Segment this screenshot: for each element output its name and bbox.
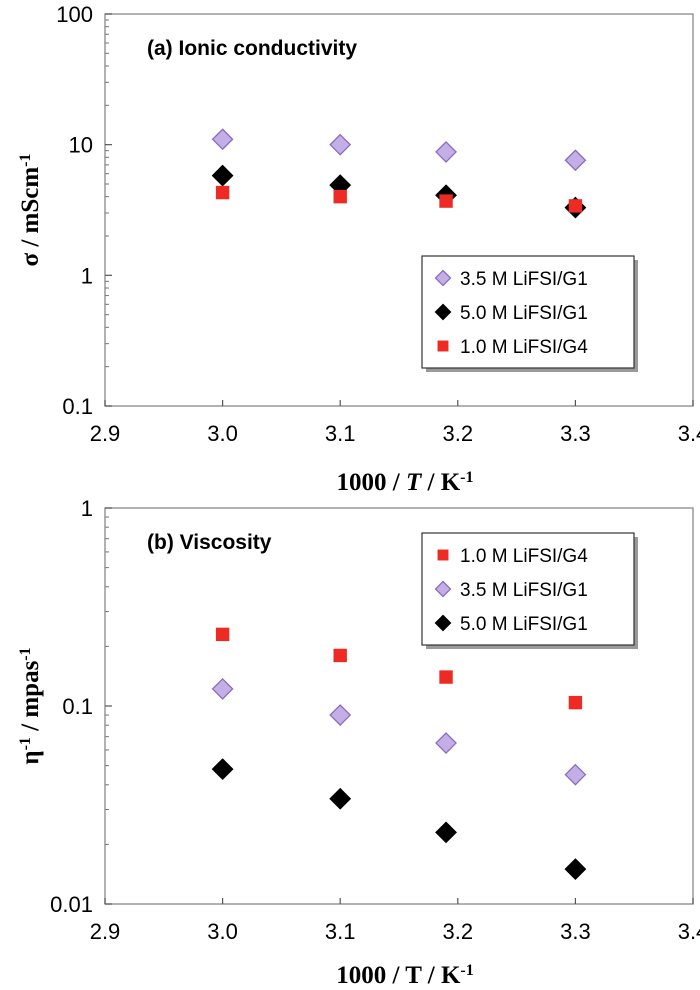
legend-marker (437, 549, 449, 561)
x-tick-label: 3.0 (207, 919, 238, 944)
series-3-5-m-lifsi-g1 (211, 677, 587, 786)
y-axis-label: η-1 / mpas-1 (17, 647, 45, 764)
x-tick-label: 3.3 (560, 919, 591, 944)
data-point (211, 758, 234, 781)
label-superscript: -1 (17, 647, 34, 660)
label-part: η (17, 750, 44, 764)
series-1-0-m-lifsi-g4 (215, 185, 583, 213)
data-point (211, 128, 234, 151)
panel-b-viscosity: 0.01 0.1 1 2.9 3.0 3.1 3.2 3.3 3.4 (b) Viscosity 1… (17, 496, 700, 989)
legend-box (421, 532, 635, 646)
data-point (564, 858, 587, 881)
x-tick-label: 2.9 (90, 421, 121, 446)
label-superscript: -1 (460, 962, 473, 979)
data-point (329, 133, 352, 156)
data-point (564, 763, 587, 786)
data-point (564, 149, 587, 172)
label-superscript: -1 (17, 737, 34, 750)
legend-label: 5.0 M LiFSI/G1 (460, 614, 588, 635)
legend-marker (434, 614, 452, 632)
x-axis-label: 1000 / T / K-1 (337, 469, 474, 497)
y-tick-label: 100 (56, 2, 93, 27)
series-3-5-m-lifsi-g1 (211, 128, 587, 172)
data-point (435, 732, 457, 754)
panel-title: (a) Ionic conductivity (147, 37, 357, 60)
y-axis-label: σ / mScm-1 (17, 153, 45, 266)
legend-box (421, 255, 635, 369)
data-point (435, 821, 457, 844)
legend-label: 1.0 M LiFSI/G4 (460, 337, 588, 358)
data-point (211, 677, 234, 700)
label-part: / K (421, 469, 460, 496)
data-point (215, 185, 230, 200)
x-tick-label: 3.2 (443, 919, 474, 944)
label-part: / mpas (17, 660, 44, 737)
data-point (568, 199, 583, 213)
x-tick-label: 3.4 (678, 919, 700, 944)
y-tick-label: 0.01 (50, 892, 93, 917)
data-point (568, 695, 583, 710)
panel-a-conductivity: 0.1 1 10 100 2.9 3.0 3.1 3.2 3.3 3.4 (a) Ionic con… (17, 2, 700, 496)
x-tick-label: 3.1 (325, 421, 356, 446)
y-tick-label: 0.1 (62, 694, 93, 719)
data-point (329, 787, 352, 810)
label-part: σ / mScm (17, 167, 44, 267)
legend-marker (434, 580, 452, 598)
x-axis-label: 1000 / T / K-1 (336, 962, 473, 990)
data-point (329, 704, 352, 726)
data-point (435, 141, 457, 163)
legend-marker (437, 340, 449, 352)
data-point (439, 194, 453, 208)
panel-title: (b) Viscosity (147, 531, 272, 554)
x-tick-label: 3.0 (207, 421, 238, 446)
series-1-0-m-lifsi-g4 (215, 627, 583, 710)
legend: 3.5 M LiFSI/G1 5.0 M LiFSI/G1 1.0 M LiFSI/… (421, 255, 638, 372)
data-point (333, 648, 347, 663)
x-tick-label: 3.4 (678, 421, 700, 446)
plot-area (104, 13, 694, 407)
legend-label: 1.0 M LiFSI/G4 (460, 546, 588, 567)
x-tick-label: 2.9 (90, 919, 121, 944)
label-superscript: -1 (460, 469, 473, 486)
label-part: T (406, 469, 423, 496)
data-point (333, 189, 347, 204)
data-point (439, 670, 453, 684)
y-tick-label: 1 (81, 263, 93, 288)
x-tick-label: 3.2 (443, 421, 474, 446)
legend: 1.0 M LiFSI/G4 3.5 M LiFSI/G1 5.0 M LiFSI/… (421, 532, 638, 649)
label-superscript: -1 (17, 153, 34, 166)
label-part: 1000 / (337, 469, 406, 496)
y-tick-label: 1 (81, 496, 93, 521)
series-5-0-m-lifsi-g1 (211, 758, 587, 881)
legend-label: 5.0 M LiFSI/G1 (460, 303, 588, 324)
data-point (211, 164, 234, 187)
legend-label: 3.5 M LiFSI/G1 (460, 269, 588, 290)
legend-marker (434, 269, 452, 287)
y-tick-label: 0.1 (62, 394, 93, 419)
x-tick-label: 3.3 (560, 421, 591, 446)
y-tick-label: 10 (69, 133, 93, 158)
series-5-0-m-lifsi-g1 (211, 164, 587, 219)
x-tick-label: 3.1 (325, 919, 356, 944)
data-point (215, 627, 230, 642)
legend-label: 3.5 M LiFSI/G1 (460, 580, 588, 601)
legend-marker (434, 303, 452, 321)
label-part: 1000 / T / K (336, 962, 461, 989)
